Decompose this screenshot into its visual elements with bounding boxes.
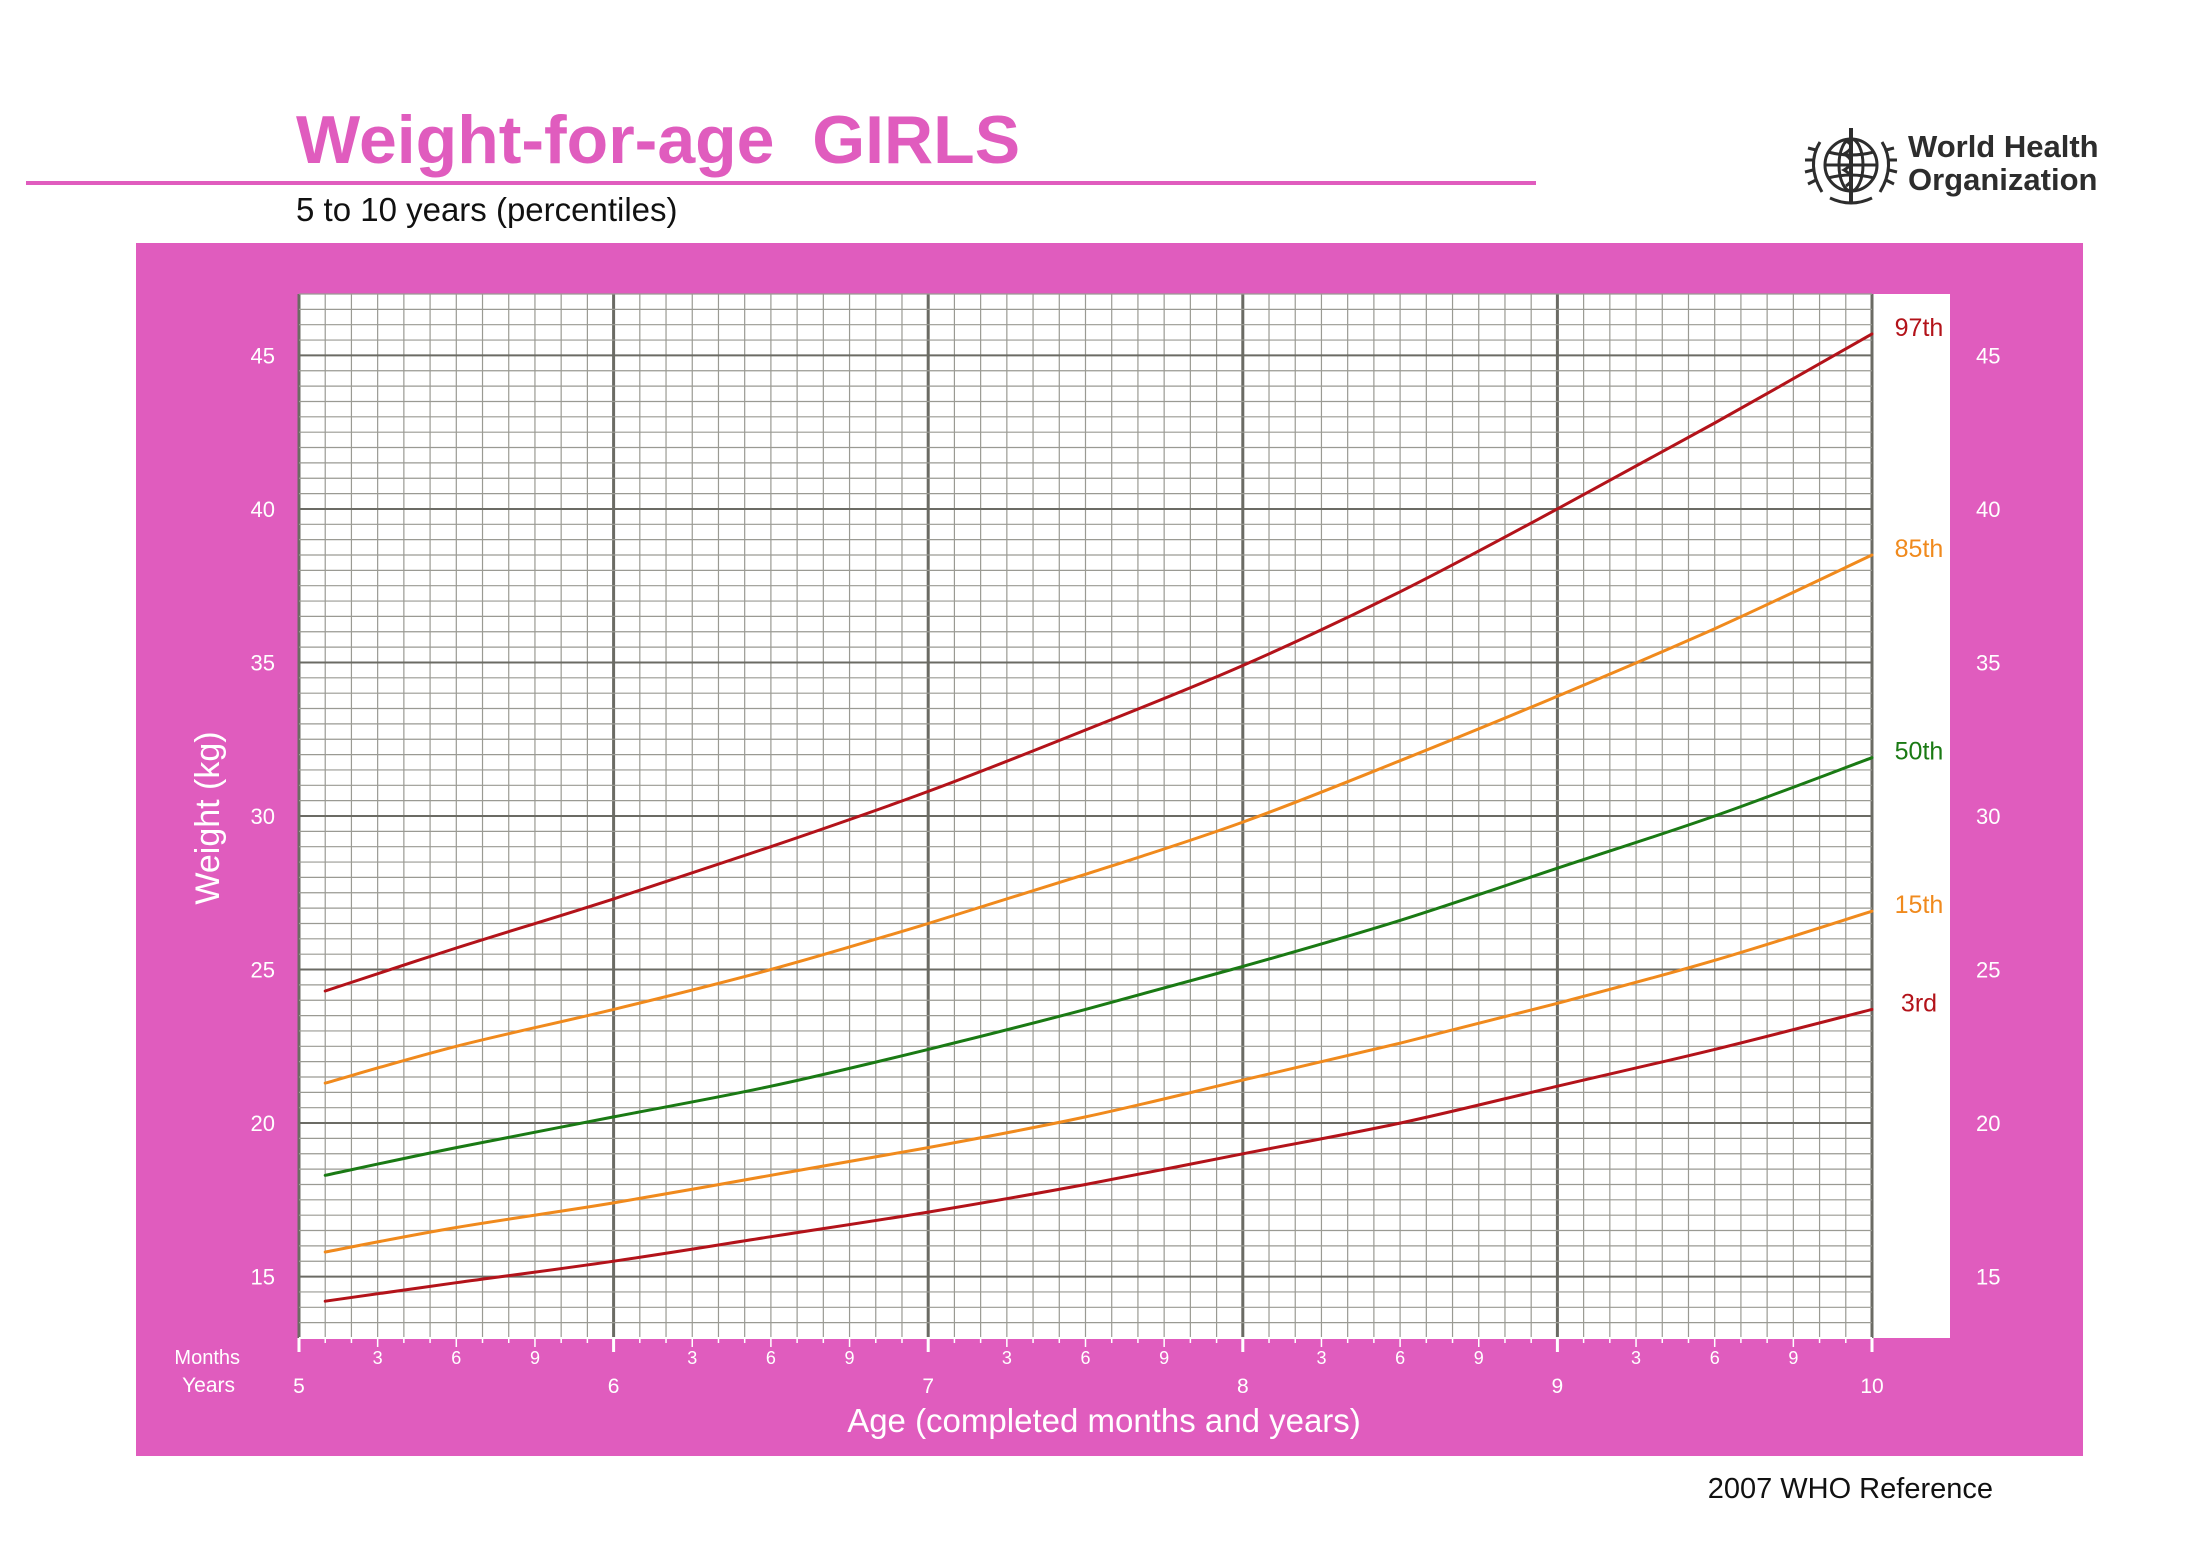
y-tick-label-right: 15: [1976, 1265, 2000, 1290]
x-tick-label-month: 9: [1474, 1348, 1484, 1368]
percentile-line-3rd: [323, 1007, 1874, 1303]
org-name-line2: Organization: [1908, 162, 2098, 197]
axis-labels: 5 6 7 8 9 10 3 6 9 3 6 9 3 6 9 3 6 9 3 6 9 15 15 20 20 25 25 30 30 35…: [251, 314, 2001, 1398]
x-tick-label-month: 9: [1159, 1348, 1169, 1368]
percentile-label-50th: 50th: [1895, 738, 1944, 766]
x-tick-label-month: 3: [687, 1348, 697, 1368]
y-tick-label-right: 25: [1976, 958, 2000, 983]
percentile-line-15th: [323, 909, 1874, 1254]
x-tick-label-year: 8: [1237, 1375, 1249, 1398]
y-tick-label-left: 30: [251, 804, 275, 829]
x-tick-label-month: 6: [1395, 1348, 1405, 1368]
percentile-line-85th: [323, 553, 1874, 1085]
x-tick-label-month: 3: [1316, 1348, 1326, 1368]
x-tick-label-month: 9: [530, 1348, 540, 1368]
percentile-label-3rd: 3rd: [1901, 989, 1937, 1017]
x-tick-label-month: 6: [1080, 1348, 1090, 1368]
x-tick-label-year: 7: [922, 1375, 934, 1398]
x-tick-label-month: 6: [1710, 1348, 1720, 1368]
y-tick-label-right: 20: [1976, 1111, 2000, 1136]
y-tick-label-left: 15: [251, 1265, 275, 1290]
y-tick-label-right: 30: [1976, 804, 2000, 829]
org-name-line1: World Health: [1908, 129, 2099, 164]
x-tick-label-month: 3: [1631, 1348, 1641, 1368]
who-emblem-icon: [1804, 128, 1898, 205]
page-subtitle: 5 to 10 years (percentiles): [296, 191, 678, 228]
y-tick-label-left: 25: [251, 958, 275, 983]
y-tick-label-left: 35: [251, 650, 275, 675]
x-tick-label-year: 5: [293, 1375, 305, 1398]
y-tick-label-right: 45: [1976, 343, 2000, 368]
x-tick-label-year: 9: [1552, 1375, 1564, 1398]
percentile-label-15th: 15th: [1895, 891, 1944, 919]
x-tick-label-month: 9: [1788, 1348, 1798, 1368]
y-tick-label-left: 40: [251, 497, 275, 522]
x-tick-label-year: 10: [1860, 1375, 1883, 1398]
months-row-label: Months: [174, 1347, 240, 1369]
who-wordmark: World Health Organization: [1908, 130, 2099, 196]
title-underline: [26, 181, 1536, 185]
percentile-line-50th: [323, 756, 1874, 1177]
x-tick-label-month: 6: [451, 1348, 461, 1368]
years-row-label: Years: [182, 1374, 235, 1397]
y-tick-label-left: 20: [251, 1111, 275, 1136]
y-tick-label-left: 45: [251, 343, 275, 368]
y-tick-label-right: 40: [1976, 497, 2000, 522]
x-tick-label-year: 6: [608, 1375, 620, 1398]
percentile-label-85th: 85th: [1895, 535, 1944, 563]
grid: [297, 293, 1874, 1352]
series-lines: [323, 332, 1874, 1303]
x-tick-label-month: 9: [845, 1348, 855, 1368]
percentile-label-97th: 97th: [1895, 314, 1944, 342]
x-tick-label-month: 3: [1002, 1348, 1012, 1368]
reference-note: 2007 WHO Reference: [1707, 1473, 1993, 1505]
page-title: Weight-for-age GIRLS: [296, 102, 1021, 178]
x-axis-title: Age (completed months and years): [847, 1402, 1361, 1439]
percentile-line-97th: [323, 332, 1874, 993]
y-tick-label-right: 35: [1976, 650, 2000, 675]
y-axis-title: Weight (kg): [189, 731, 227, 904]
x-tick-label-month: 3: [373, 1348, 383, 1368]
x-tick-label-month: 6: [766, 1348, 776, 1368]
